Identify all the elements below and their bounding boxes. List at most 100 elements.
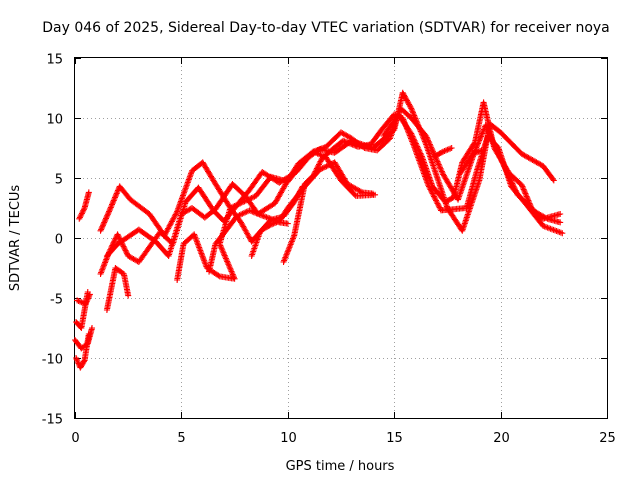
data-point [242, 209, 249, 216]
data-point [73, 355, 80, 361]
data-point [433, 197, 440, 204]
data-point [253, 210, 260, 217]
data-point [418, 151, 425, 158]
data-point [526, 200, 533, 207]
x-tick-label: 10 [280, 431, 297, 446]
data-point [423, 134, 430, 141]
data-point [436, 164, 443, 171]
y-tick-labels: -15 -10 -5 0 5 10 15 [42, 53, 63, 428]
data-point [550, 177, 557, 184]
data-point [326, 162, 333, 169]
data-point [412, 139, 419, 146]
data-point [293, 195, 300, 202]
data-point [311, 149, 318, 156]
data-point [410, 134, 417, 141]
series-track-11 [206, 207, 291, 275]
data-point [408, 130, 415, 137]
x-tick-label: 0 [71, 431, 79, 446]
data-point [115, 234, 122, 241]
data-point [108, 203, 115, 209]
data-point [414, 144, 421, 151]
data-point [114, 189, 121, 195]
data-point [83, 298, 90, 305]
data-point [114, 231, 121, 238]
data-point [86, 292, 93, 299]
data-point [438, 149, 445, 156]
data-point [410, 109, 417, 116]
data-point [426, 141, 433, 148]
data-point [100, 262, 107, 269]
data-point [230, 272, 237, 279]
data-point [428, 145, 435, 152]
data-point [121, 246, 128, 253]
y-tick-label: -10 [42, 353, 63, 368]
data-point [294, 192, 301, 199]
data-point [292, 196, 299, 203]
data-point [313, 149, 320, 156]
data-point [479, 129, 486, 136]
y-tick-label: 15 [46, 53, 63, 68]
data-point [120, 243, 127, 250]
y-tick-label: -15 [42, 413, 63, 428]
data-point [82, 301, 89, 307]
y-tick-label: 5 [55, 173, 63, 188]
data-point [444, 146, 451, 153]
data-point [105, 209, 112, 216]
data-point [439, 169, 446, 176]
data-point [320, 164, 327, 171]
data-point [103, 215, 110, 222]
data-point [248, 195, 255, 201]
data-point [314, 164, 321, 171]
data-point [524, 194, 531, 201]
data-point [424, 135, 431, 142]
data-point [74, 357, 81, 364]
data-point [434, 158, 441, 165]
data-point [250, 209, 257, 216]
data-point [435, 201, 442, 208]
data-point [407, 104, 414, 111]
series-track-12 [248, 183, 306, 259]
data-point [74, 359, 81, 366]
data-point [224, 258, 231, 265]
data-point [429, 190, 436, 197]
series-track-9 [103, 148, 379, 259]
data-point [106, 207, 113, 214]
data-point [435, 203, 442, 210]
data-point [549, 176, 556, 183]
data-point [80, 207, 87, 214]
data-point [317, 151, 324, 158]
data-point [75, 298, 82, 304]
data-point [294, 193, 301, 200]
data-point [125, 292, 132, 299]
data-point [469, 151, 476, 157]
x-tick-label: 20 [493, 431, 510, 446]
data-point [409, 133, 416, 140]
data-point [323, 163, 330, 170]
data-point [246, 207, 253, 214]
data-point [228, 268, 235, 275]
data-point [401, 92, 408, 99]
data-point [237, 211, 244, 218]
data-point [249, 208, 256, 215]
data-point [111, 194, 118, 201]
data-point [479, 130, 486, 137]
data-point [525, 199, 532, 205]
data-point [101, 219, 108, 226]
data-point [98, 226, 105, 233]
data-point [103, 256, 110, 263]
data-point [99, 222, 106, 229]
data-point [437, 165, 444, 172]
series-track-15 [431, 145, 455, 160]
data-point [98, 225, 105, 232]
data-point [406, 102, 413, 109]
data-point [415, 146, 422, 153]
data-point [322, 163, 329, 170]
data-point [225, 261, 232, 268]
data-point [316, 151, 323, 158]
data-point [400, 91, 407, 98]
data-point [427, 142, 434, 149]
data-point [243, 208, 250, 215]
data-point [543, 215, 550, 222]
data-point [111, 236, 118, 243]
data-point [104, 212, 111, 219]
